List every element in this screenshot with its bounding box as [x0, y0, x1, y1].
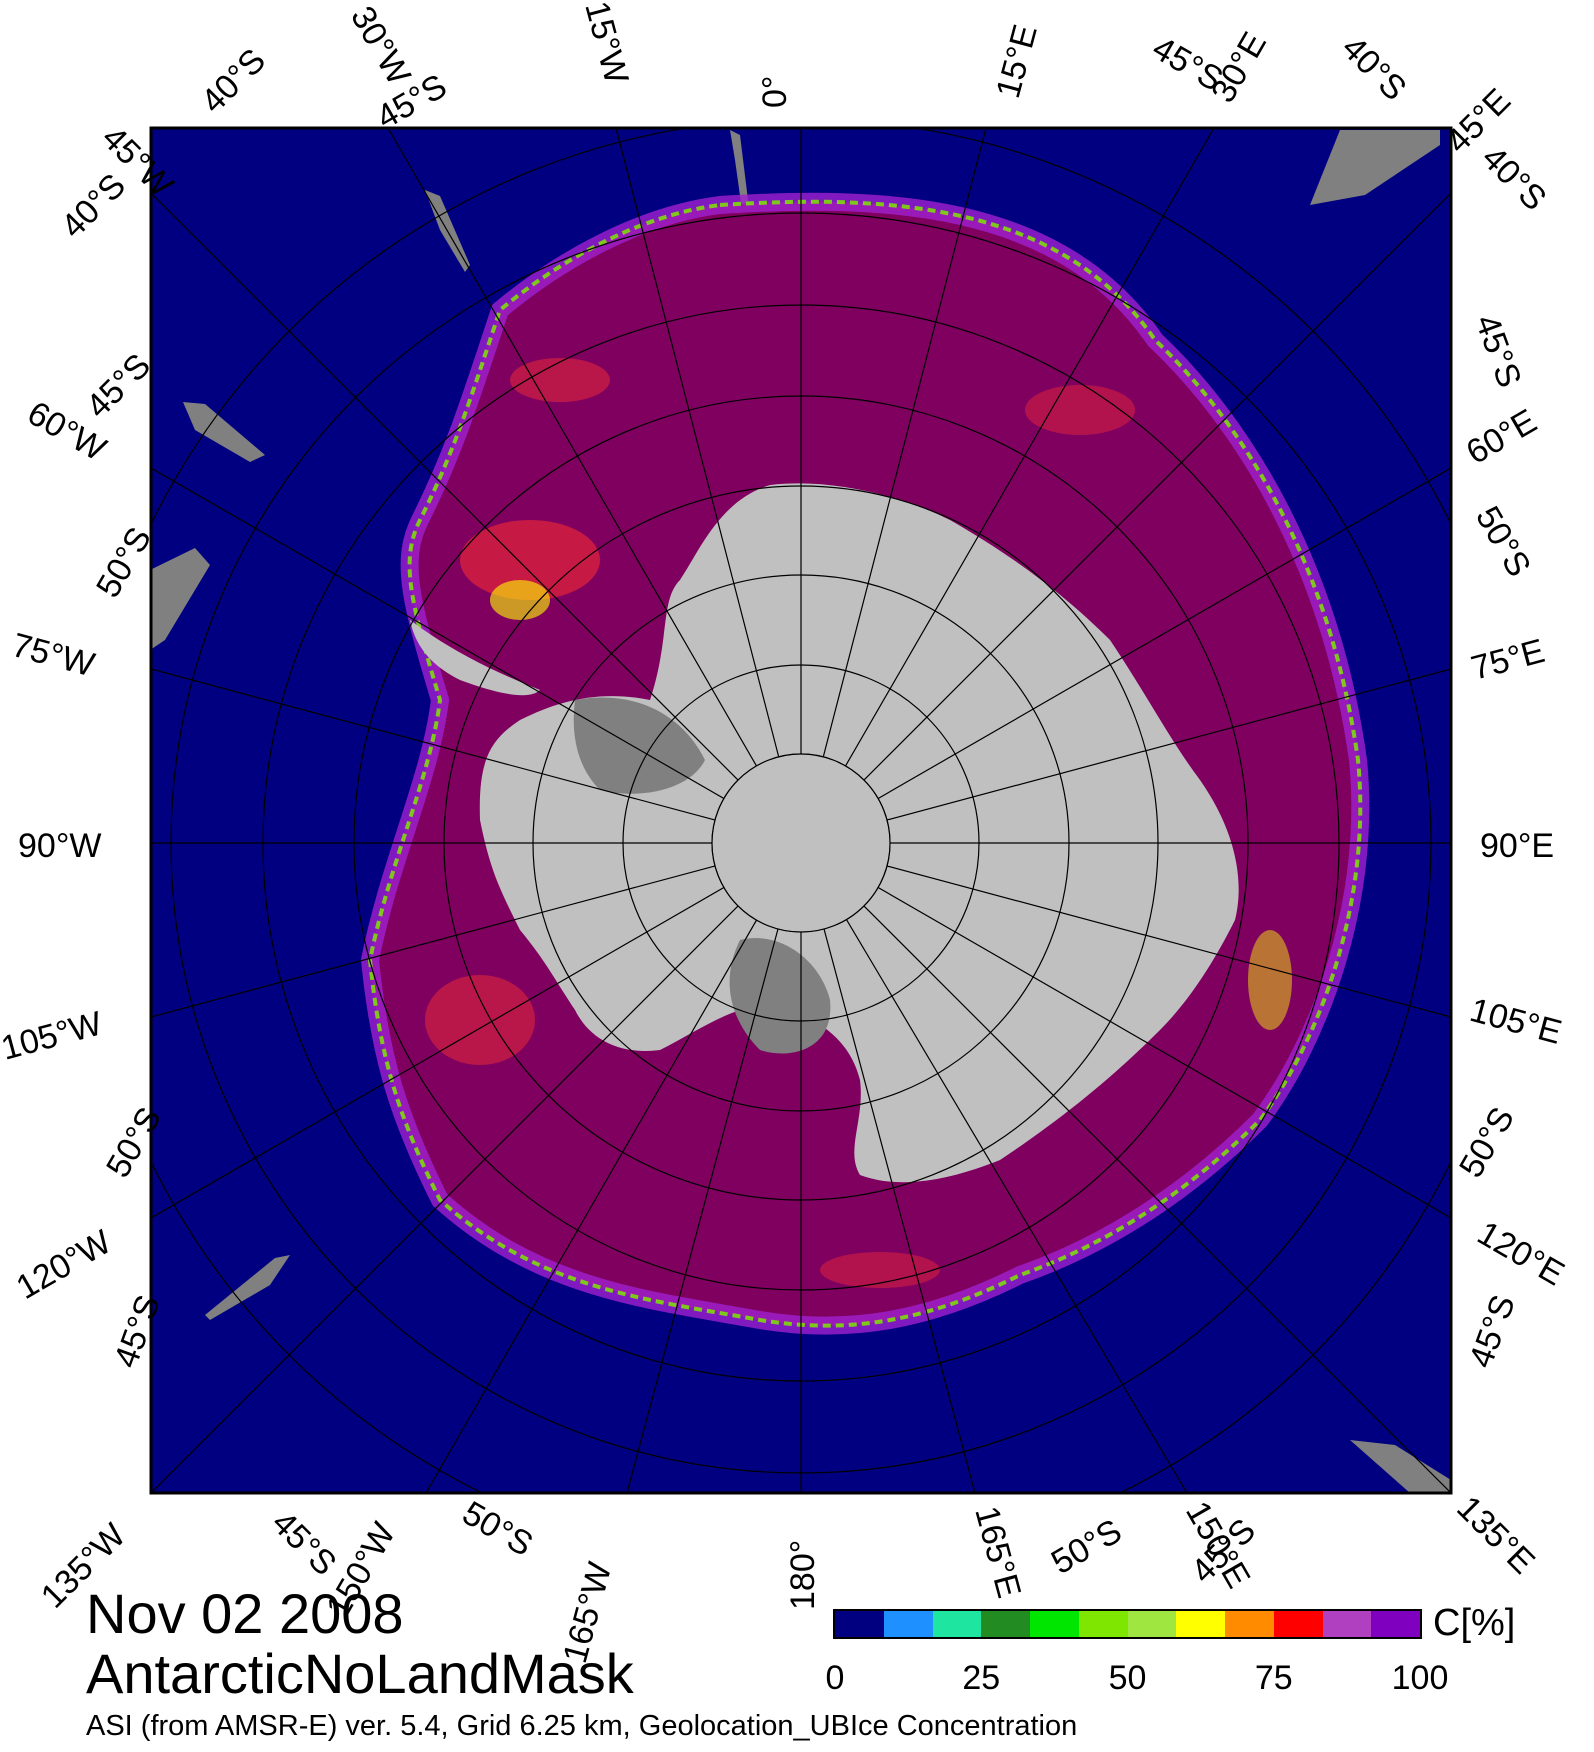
bottom-label: 180° — [784, 1540, 822, 1610]
left-labels: 40°S 45°S 60°W 50°S 75°W 90°W 105°W 50°S… — [0, 166, 169, 1372]
color-scale-cell — [932, 1611, 982, 1637]
antarctic-peninsula — [410, 620, 540, 696]
color-scale-cell — [835, 1611, 884, 1637]
color-scale-cell — [1225, 1611, 1274, 1637]
top-label: 40°S — [194, 41, 273, 120]
low-concentration-patch — [510, 358, 610, 402]
bottom-label: 50°S — [456, 1494, 539, 1564]
map-date: Nov 02 2008 — [86, 1582, 404, 1645]
footer-source: ASI (from AMSR-E) ver. 5.4, Grid 6.25 km… — [86, 1710, 850, 1742]
map-region: AntarcticNoLandMask — [86, 1642, 634, 1705]
map-footer: ASI (from AMSR-E) ver. 5.4, Grid 6.25 km… — [86, 1710, 1077, 1742]
top-label: 0° — [756, 75, 794, 108]
pole-hole — [711, 753, 891, 933]
low-concentration-patch — [490, 580, 550, 620]
right-label: 75°E — [1467, 632, 1548, 688]
top-label: 15°E — [989, 21, 1045, 102]
top-label: 15°W — [577, 0, 635, 88]
right-label: 50°S — [1468, 500, 1538, 583]
right-label: 105°E — [1466, 991, 1566, 1052]
map-frame — [149, 126, 1453, 1495]
footer-quantity: Ice Concentration — [849, 1710, 1078, 1742]
color-scale-tick: 75 — [1254, 1659, 1293, 1697]
low-concentration-patch — [820, 1252, 940, 1288]
ice-shelf — [573, 697, 705, 794]
left-label: 90°W — [18, 827, 102, 865]
color-scale-cell — [1371, 1611, 1420, 1637]
land-mask-patch — [1350, 1440, 1451, 1493]
left-label: 75°W — [8, 626, 99, 684]
land-mask-patch — [1310, 130, 1440, 205]
bottom-label: 135°E — [1449, 1489, 1542, 1582]
low-concentration-patch — [425, 975, 535, 1065]
color-scale-cell — [883, 1611, 933, 1637]
color-scale-cell — [1127, 1611, 1177, 1637]
color-scale-cell — [1322, 1611, 1372, 1637]
land-mask-patch — [730, 130, 748, 210]
color-scale-tick: 100 — [1391, 1659, 1449, 1697]
color-scale-tick: 50 — [1108, 1659, 1147, 1697]
land-mask-patch — [183, 402, 265, 462]
right-label: 50°S — [1452, 1101, 1522, 1184]
land-mask-patch — [151, 548, 210, 650]
left-label: 40°S — [54, 166, 133, 245]
right-label: 40°S — [1474, 139, 1553, 218]
color-scale-cell — [1078, 1611, 1128, 1637]
bottom-label: 50°S — [1045, 1512, 1128, 1582]
bottom-label: 45°S — [264, 1504, 343, 1583]
graticule — [151, 128, 1451, 1493]
ice-shelf — [729, 938, 831, 1054]
color-scale-unit: C[%] — [1433, 1602, 1516, 1644]
land-mask-patch — [205, 1255, 290, 1320]
bottom-label: 165°E — [967, 1502, 1028, 1602]
color-scale-cell — [1273, 1611, 1323, 1637]
low-concentration-patch — [1025, 385, 1135, 435]
color-scale-tick: 25 — [962, 1659, 1001, 1697]
left-label: 120°W — [10, 1223, 118, 1307]
left-label: 50°S — [89, 521, 159, 604]
right-label: 60°E — [1460, 402, 1543, 472]
color-scale-tick: 0 — [825, 1659, 845, 1697]
low-concentration-patch — [1248, 930, 1292, 1030]
right-label: 45°S — [1462, 1290, 1523, 1373]
color-scale-cell — [1176, 1611, 1225, 1637]
sea-ice-edge — [367, 199, 1363, 1328]
top-label: 30°W — [343, 0, 418, 91]
right-labels: 40°S 45°S 60°E 50°S 75°E 90°E 105°E 50°S… — [1452, 139, 1571, 1373]
left-label: 105°W — [0, 1005, 106, 1068]
low-concentration-patch — [460, 520, 600, 600]
left-label: 45°S — [79, 346, 158, 425]
right-label: 120°E — [1471, 1214, 1571, 1293]
color-scale-bar — [833, 1609, 1422, 1639]
right-label: 90°E — [1480, 827, 1554, 865]
color-scale-cell — [981, 1611, 1030, 1637]
right-label: 45°S — [1467, 310, 1528, 393]
color-scale-cell — [1030, 1611, 1079, 1637]
top-label: 40°S — [1334, 29, 1413, 108]
